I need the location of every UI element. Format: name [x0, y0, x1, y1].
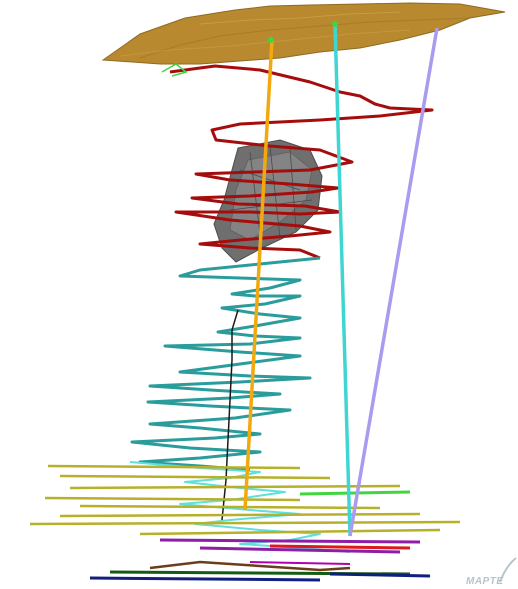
ramp-upper [169, 64, 434, 260]
orebody-wireframe [213, 139, 323, 263]
drillhole-orange [243, 39, 274, 511]
level-red [269, 544, 411, 550]
level-green [299, 490, 411, 496]
portal-marker [161, 63, 188, 77]
ramp-middle [130, 256, 321, 472]
level-navy-1 [89, 576, 321, 582]
collar-marker-cyan [332, 21, 338, 27]
topographic-surface [101, 2, 506, 65]
level-navy-2 [329, 572, 431, 578]
drillhole-cyan [333, 23, 352, 537]
level-purple-2 [199, 546, 401, 554]
level-development [29, 464, 461, 536]
drillhole-lavender [348, 27, 439, 537]
logo-swoosh-icon [499, 557, 517, 583]
level-purple-3 [249, 561, 351, 565]
collar-marker-orange [268, 37, 274, 43]
level-brown [149, 560, 351, 572]
mapteck-logo: MAPTE [466, 576, 504, 587]
shaft [221, 309, 239, 521]
level-purple-1 [159, 538, 421, 544]
